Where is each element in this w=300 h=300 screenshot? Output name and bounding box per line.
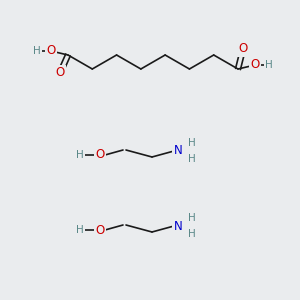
Text: N: N bbox=[174, 145, 182, 158]
Text: H: H bbox=[76, 150, 84, 160]
Text: O: O bbox=[46, 44, 56, 58]
Text: H: H bbox=[265, 60, 273, 70]
Text: O: O bbox=[238, 43, 247, 56]
Text: O: O bbox=[95, 148, 105, 161]
Text: O: O bbox=[56, 67, 64, 80]
Text: H: H bbox=[33, 46, 41, 56]
Text: N: N bbox=[174, 220, 182, 232]
Text: H: H bbox=[188, 154, 196, 164]
Text: H: H bbox=[188, 138, 196, 148]
Text: H: H bbox=[76, 225, 84, 235]
Text: H: H bbox=[188, 213, 196, 223]
Text: H: H bbox=[188, 229, 196, 239]
Text: O: O bbox=[95, 224, 105, 236]
Text: O: O bbox=[250, 58, 260, 71]
